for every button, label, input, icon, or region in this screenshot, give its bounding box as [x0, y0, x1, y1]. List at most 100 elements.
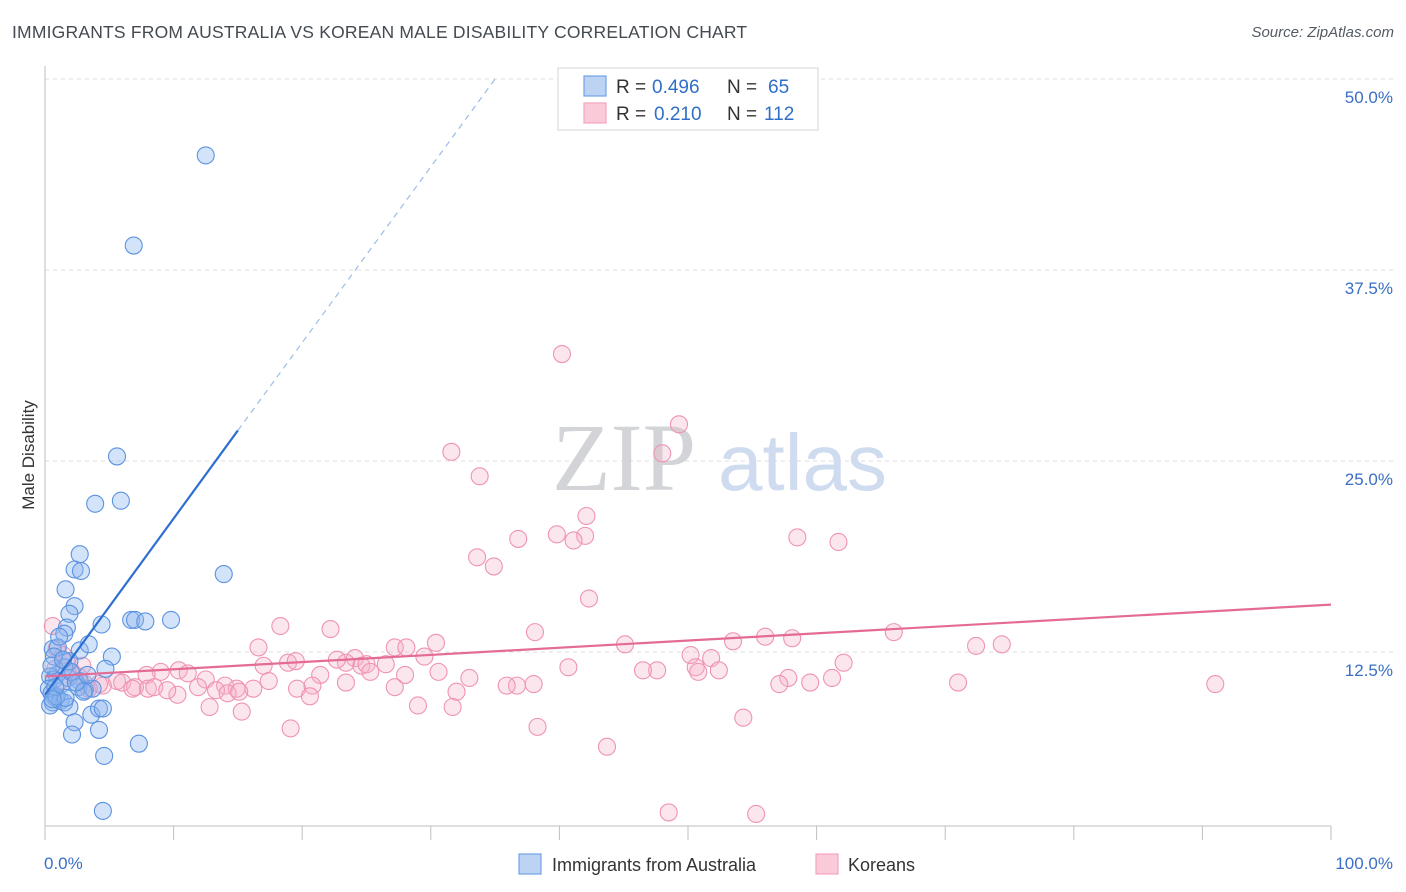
source-label: Source: ZipAtlas.com	[1251, 24, 1394, 41]
point-koreans	[244, 679, 263, 698]
point-koreans	[321, 620, 340, 639]
point-koreans	[723, 632, 743, 651]
point-koreans	[783, 629, 802, 648]
point-koreans	[967, 636, 986, 655]
point-koreans	[426, 633, 445, 652]
point-koreans	[429, 662, 448, 681]
point-koreans	[188, 678, 208, 697]
point-koreans	[408, 696, 427, 715]
legend-n-label-2: N =	[727, 104, 757, 125]
point-australia	[56, 580, 75, 599]
point-australia	[129, 734, 148, 753]
point-koreans	[254, 656, 273, 675]
point-australia	[136, 612, 155, 631]
point-koreans	[470, 467, 489, 486]
point-koreans	[281, 719, 300, 738]
y-tick-label: 50.0%	[1345, 88, 1393, 107]
watermark: ZIP atlas	[552, 404, 887, 511]
point-koreans	[484, 557, 503, 576]
y-tick-label: 37.5%	[1345, 279, 1393, 298]
point-koreans	[442, 442, 461, 461]
point-australia	[124, 236, 143, 255]
trend-lines	[44, 78, 1332, 696]
y-axis-label: Male Disability	[19, 400, 38, 510]
point-koreans	[528, 717, 547, 736]
point-australia	[93, 699, 112, 718]
point-koreans	[747, 804, 766, 824]
point-australia	[214, 565, 233, 584]
point-koreans	[547, 525, 566, 544]
point-koreans	[447, 682, 466, 701]
point-koreans	[552, 344, 572, 364]
point-australia	[96, 659, 115, 678]
point-koreans	[1206, 675, 1225, 694]
point-australia	[62, 725, 82, 744]
point-australia	[161, 610, 181, 629]
point-koreans	[206, 681, 226, 700]
point-australia	[89, 699, 109, 718]
point-koreans	[138, 679, 157, 698]
point-australia	[122, 610, 141, 629]
point-koreans	[564, 531, 583, 550]
point-koreans	[822, 668, 842, 688]
point-koreans	[734, 708, 753, 727]
point-australia	[53, 650, 73, 669]
point-koreans	[376, 655, 395, 674]
point-australia	[93, 801, 112, 820]
point-koreans	[509, 529, 528, 548]
series-swatch-australia	[518, 853, 542, 875]
point-australia	[196, 146, 215, 165]
point-koreans	[460, 668, 479, 688]
point-koreans	[834, 653, 853, 672]
point-koreans	[788, 528, 807, 547]
point-koreans	[300, 687, 319, 706]
chart-title: IMMIGRANTS FROM AUSTRALIA VS KOREAN MALE…	[12, 22, 748, 42]
point-koreans	[949, 673, 968, 692]
x-tick-label: 0.0%	[44, 854, 83, 873]
legend-r-label-1: R =	[616, 77, 646, 98]
y-tick-labels: 12.5% 25.0% 37.5% 50.0%	[1345, 88, 1393, 680]
point-koreans	[385, 678, 404, 697]
point-koreans	[579, 589, 599, 608]
point-australia	[86, 494, 105, 513]
series-swatch-koreans	[815, 853, 839, 875]
legend-n-value-1: 65	[768, 77, 789, 98]
point-koreans	[230, 682, 249, 701]
point-koreans	[653, 444, 672, 463]
point-koreans	[884, 623, 903, 642]
point-koreans	[689, 662, 708, 681]
series-label-australia: Immigrants from Australia	[552, 855, 757, 875]
point-koreans	[524, 675, 543, 694]
point-koreans	[397, 638, 416, 657]
trend-line-australia	[44, 429, 239, 696]
point-koreans	[218, 684, 237, 703]
legend-r-value-2: 0.210	[654, 104, 702, 125]
point-koreans	[200, 697, 219, 717]
point-australia	[89, 720, 109, 739]
legend-r-label-2: R =	[616, 104, 646, 125]
grid-lines	[45, 78, 1394, 653]
point-koreans	[597, 737, 617, 756]
x-tick-label: 100.0%	[1335, 854, 1393, 873]
legend-n-value-2: 112	[764, 104, 794, 125]
point-koreans	[829, 532, 848, 552]
point-koreans	[577, 506, 596, 526]
point-koreans	[633, 661, 653, 680]
series-label-koreans: Koreans	[848, 855, 915, 875]
legend-n-label-1: N =	[727, 77, 757, 98]
point-koreans	[151, 662, 170, 681]
point-australia	[74, 682, 93, 701]
point-koreans	[497, 676, 516, 695]
point-koreans	[271, 616, 290, 636]
point-koreans	[559, 658, 578, 677]
point-australia	[65, 560, 84, 579]
point-koreans	[525, 623, 545, 642]
point-koreans	[336, 673, 355, 692]
trend-line-australia-extension	[237, 78, 496, 431]
point-australia	[60, 604, 79, 623]
point-koreans	[361, 662, 380, 681]
point-koreans	[303, 676, 322, 695]
point-koreans	[770, 675, 789, 694]
point-australia	[70, 545, 89, 564]
